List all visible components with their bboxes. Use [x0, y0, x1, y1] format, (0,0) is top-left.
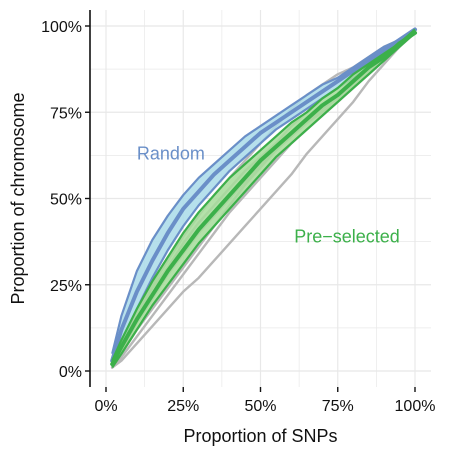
x-axis-title: Proportion of SNPs	[183, 426, 337, 446]
y-tick-label: 50%	[50, 192, 82, 209]
annotation-pre-selected: Pre−selected	[294, 226, 400, 246]
grey-series-line	[110, 31, 417, 369]
grid-layer	[90, 10, 431, 387]
y-tick-label: 0%	[59, 364, 82, 381]
band-upper-line-random	[111, 28, 416, 355]
x-tick-label: 100%	[395, 398, 436, 415]
band-group-pre-selected	[110, 28, 417, 369]
band-center-line-random	[110, 27, 417, 363]
band-center-line-pre-selected	[110, 30, 417, 367]
annotation-random: Random	[137, 144, 205, 164]
y-tick-label: 75%	[50, 105, 82, 122]
x-tick-label: 50%	[244, 398, 276, 415]
y-tick-label: 25%	[50, 278, 82, 295]
grey-series-line	[110, 31, 417, 369]
tick-labels-layer: 0% 25% 50% 75% 100% 0% 25% 50% 75% 100%	[41, 19, 435, 415]
band-lower-line-pre-selected	[111, 32, 416, 369]
y-axis-title: Proportion of chromosome	[8, 92, 28, 304]
y-tick-label: 100%	[41, 19, 82, 36]
x-tick-label: 25%	[167, 398, 199, 415]
x-tick-label: 0%	[94, 398, 117, 415]
grey-series-line	[110, 31, 417, 369]
band-upper-line-pre-selected	[111, 28, 416, 362]
bands-layer	[110, 27, 417, 369]
x-tick-label: 75%	[322, 398, 354, 415]
annotations-layer: Random Pre−selected	[137, 144, 400, 247]
